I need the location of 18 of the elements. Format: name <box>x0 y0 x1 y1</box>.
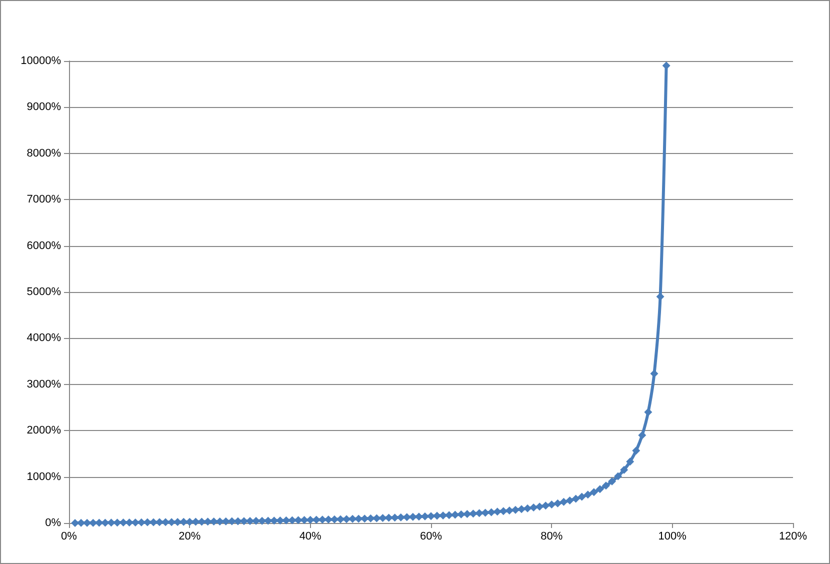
y-tick-label: 10000% <box>20 55 62 67</box>
y-tick-label: 6000% <box>26 240 62 252</box>
y-tick-label: 5000% <box>26 286 62 298</box>
y-tick-label: 0% <box>45 517 62 529</box>
y-tick-label: 1000% <box>26 470 62 483</box>
x-tick-label: 60% <box>420 530 442 542</box>
y-tick-label: 3000% <box>26 378 62 390</box>
x-tick-label: 100% <box>658 530 687 542</box>
y-tick-label: 9000% <box>26 101 62 114</box>
x-tick-label: 80% <box>540 530 563 542</box>
x-tick-label: 20% <box>178 530 201 542</box>
x-tick-label: 40% <box>299 530 322 542</box>
x-tick-label: 120% <box>778 530 808 542</box>
y-tick-label: 4000% <box>26 332 62 344</box>
y-tick-label: 7000% <box>26 194 62 206</box>
y-tick-label: 2000% <box>26 424 62 437</box>
x-tick-label: 0% <box>61 530 78 542</box>
y-tick-label: 8000% <box>26 147 62 160</box>
